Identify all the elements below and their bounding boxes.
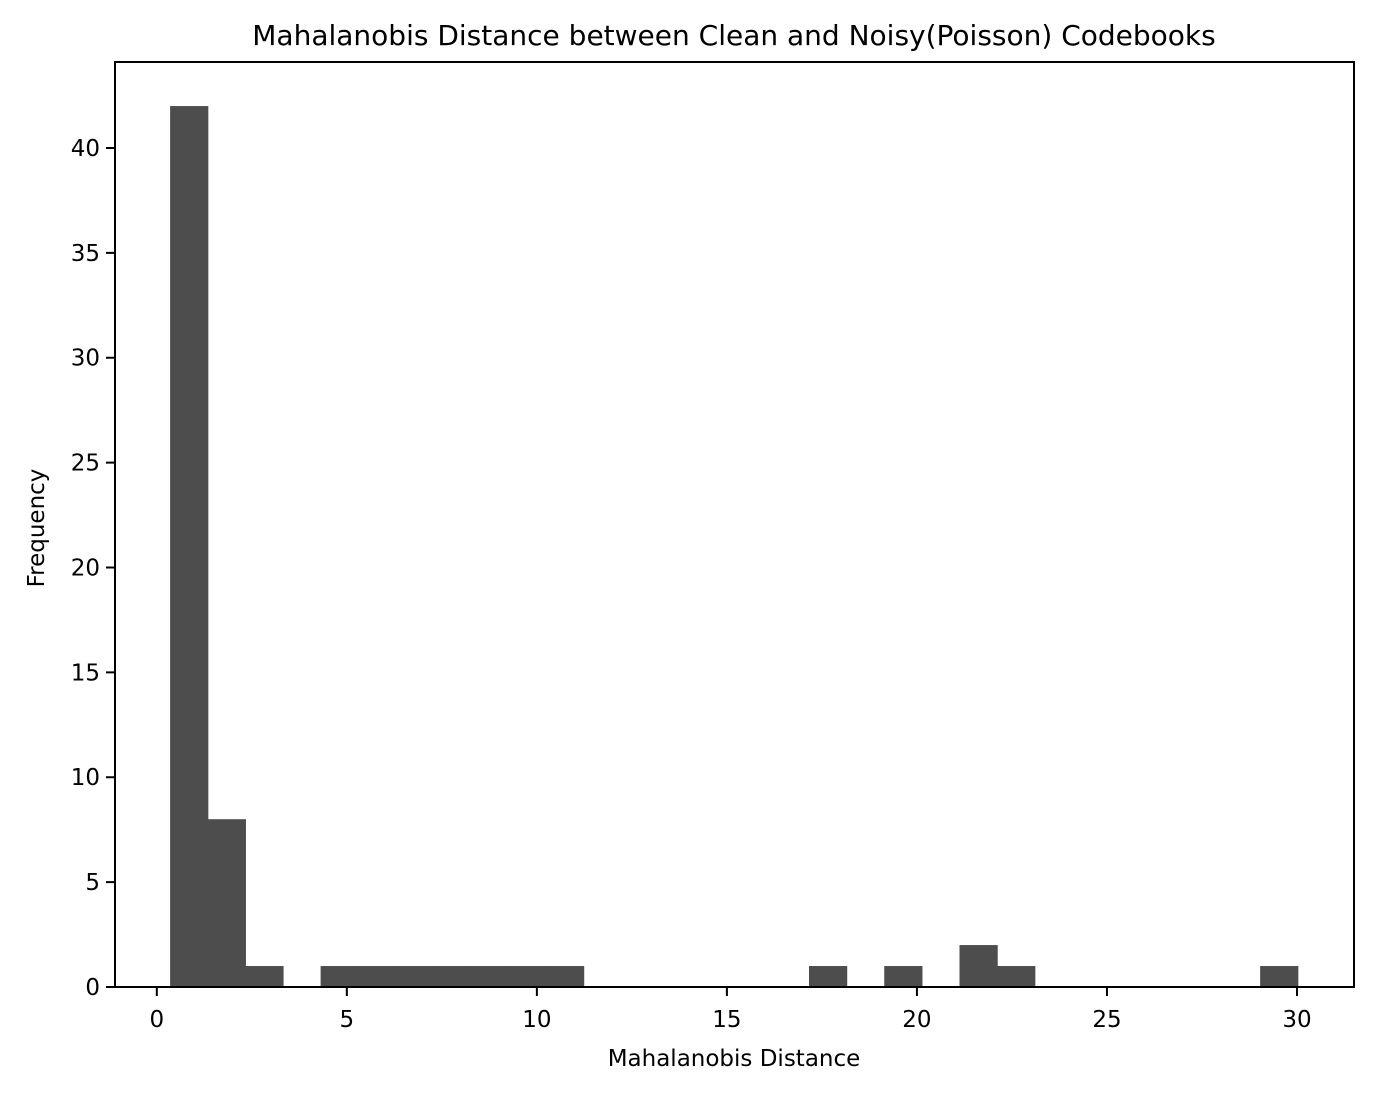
x-tick-label: 30	[1282, 1007, 1311, 1033]
histogram-bar	[358, 966, 397, 987]
histogram-bar	[433, 966, 472, 987]
x-axis: 0 5 10 15 20 25 30	[149, 987, 1312, 1033]
y-axis: 0 5 10 15 20 25 30 35 40	[71, 136, 115, 1001]
histogram-bar	[508, 966, 547, 987]
histogram-bar	[808, 966, 848, 987]
chart-title: Mahalanobis Distance between Clean and N…	[252, 19, 1215, 52]
histogram-bar	[545, 966, 585, 987]
histogram-bar	[884, 966, 923, 987]
x-axis-label: Mahalanobis Distance	[608, 1046, 861, 1072]
histogram-bar	[959, 945, 998, 987]
y-tick-label: 15	[71, 660, 100, 686]
plot-frame	[114, 61, 1355, 988]
y-tick-label: 25	[71, 451, 100, 477]
x-tick-label: 5	[340, 1007, 355, 1033]
y-tick-label: 0	[85, 975, 100, 1001]
bars-group	[170, 106, 1299, 988]
x-tick-label: 20	[902, 1007, 931, 1033]
y-tick-label: 20	[71, 555, 100, 581]
histogram-bar	[470, 966, 509, 987]
y-tick-label: 5	[85, 870, 100, 896]
y-tick-label: 10	[71, 765, 100, 791]
histogram-bar	[320, 966, 359, 987]
x-tick-label: 15	[712, 1007, 741, 1033]
x-tick-label: 0	[149, 1007, 164, 1033]
histogram-bar	[170, 106, 209, 988]
histogram-bar	[997, 966, 1036, 987]
y-axis-label: Frequency	[24, 469, 50, 588]
x-tick-label: 10	[522, 1007, 551, 1033]
y-tick-label: 30	[71, 346, 100, 372]
x-tick-label: 25	[1092, 1007, 1121, 1033]
histogram-bar	[245, 966, 284, 987]
histogram-bar	[1260, 966, 1299, 987]
histogram-bar	[395, 966, 434, 987]
y-tick-label: 40	[71, 136, 100, 162]
histogram-bar	[207, 819, 246, 987]
y-tick-label: 35	[71, 241, 100, 267]
